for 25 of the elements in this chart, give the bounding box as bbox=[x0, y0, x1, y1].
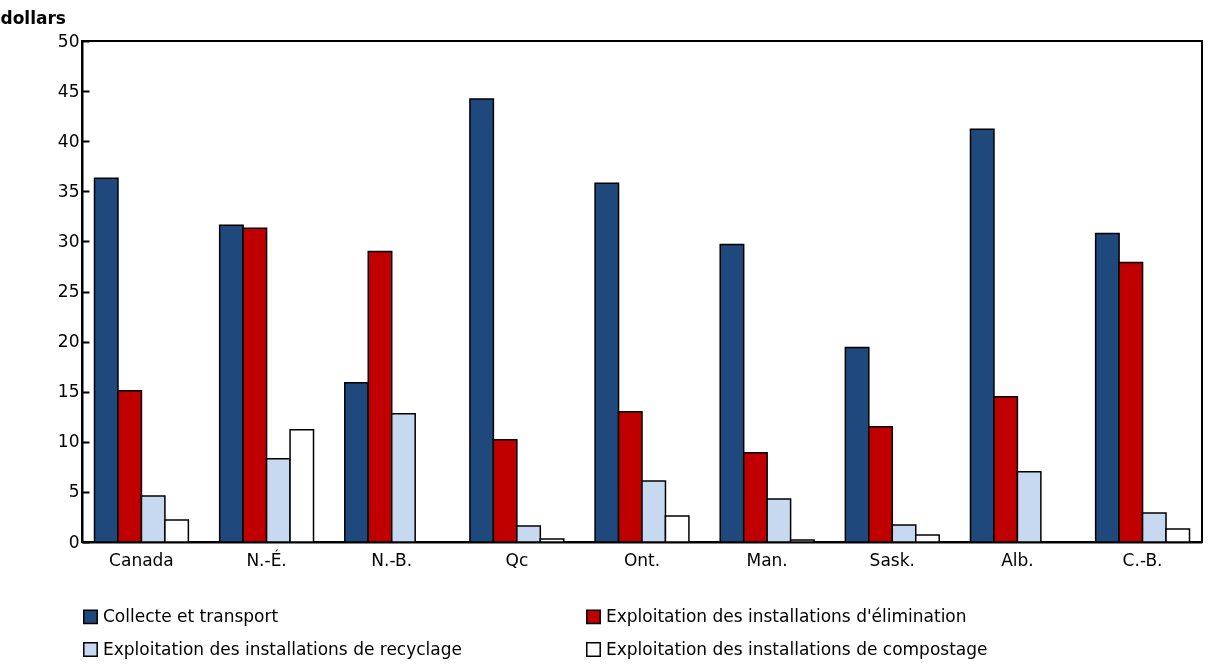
x-tick-label: Sask. bbox=[869, 549, 915, 570]
y-tick-label: 50 bbox=[57, 30, 80, 51]
x-tick-label: Alb. bbox=[1001, 549, 1034, 570]
legend-label: Exploitation des installations de compostage bbox=[606, 638, 988, 659]
y-tick-label: 35 bbox=[57, 180, 80, 201]
legend-label: Exploitation des installations d'élimination bbox=[606, 605, 967, 626]
y-tick-label: 10 bbox=[57, 431, 80, 452]
x-tick-label: C.-B. bbox=[1122, 549, 1163, 570]
legend-label: Collecte et transport bbox=[103, 605, 279, 626]
y-tick-label: 25 bbox=[57, 281, 80, 301]
y-axis-title: dollars bbox=[0, 7, 66, 28]
x-tick-label: N.-B. bbox=[371, 549, 413, 570]
y-tick-label: 20 bbox=[57, 331, 80, 352]
y-tick-label: 5 bbox=[68, 481, 80, 502]
y-tick-label: 0 bbox=[68, 531, 80, 552]
y-tick-label: 45 bbox=[57, 80, 80, 101]
y-tick-label: 40 bbox=[57, 130, 80, 151]
y-tick-label: 15 bbox=[57, 381, 80, 402]
x-tick-label: N.-É. bbox=[246, 548, 287, 570]
legend-label: Exploitation des installations de recyclage bbox=[103, 638, 463, 659]
x-tick-label: Ont. bbox=[623, 549, 661, 570]
y-tick-label: 30 bbox=[57, 230, 80, 251]
x-tick-label: Canada bbox=[109, 549, 174, 570]
x-tick-label: Man. bbox=[746, 549, 788, 570]
x-tick-label: Qc bbox=[505, 549, 529, 570]
